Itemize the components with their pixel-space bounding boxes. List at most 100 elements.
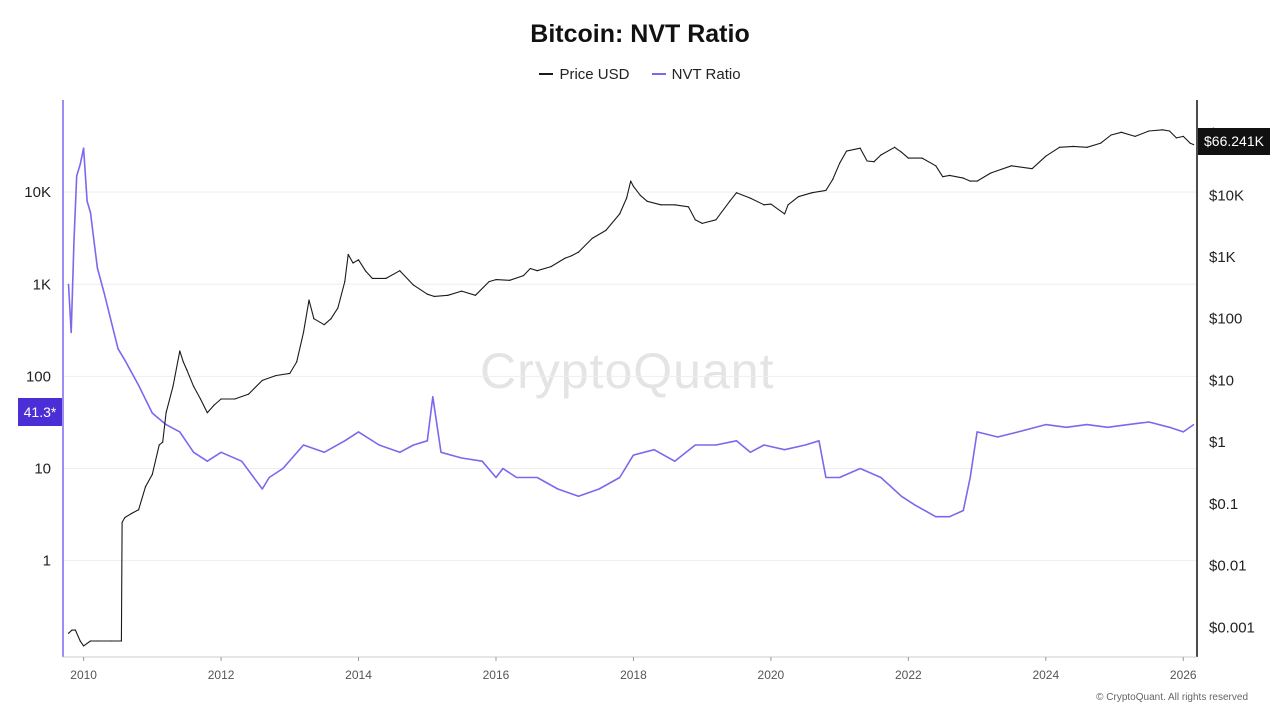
y-right-tick-label: $10 bbox=[1209, 372, 1234, 389]
price-usd-line-point bbox=[1162, 129, 1164, 131]
price-usd-line-point bbox=[220, 398, 222, 400]
nvt-ratio-line-point bbox=[1086, 423, 1088, 426]
nvt-ratio-line-point bbox=[674, 460, 676, 462]
nvt-ratio-line-point bbox=[357, 431, 360, 433]
price-usd-line-point bbox=[630, 180, 632, 182]
price-usd-line-point bbox=[74, 629, 76, 631]
y-right-tick-label: $100 bbox=[1209, 311, 1242, 328]
price-usd-line-point bbox=[399, 270, 401, 272]
nvt-ratio-line-point bbox=[151, 412, 153, 414]
price-usd-line-point bbox=[261, 379, 263, 382]
nvt-ratio-line-point bbox=[96, 267, 98, 269]
nvt-ratio-line-point bbox=[110, 320, 112, 322]
price-usd-line-point bbox=[1120, 131, 1122, 133]
price-usd-line-point bbox=[165, 412, 167, 414]
nvt-ratio-line-point bbox=[900, 495, 903, 497]
y-left-tick-label: 1 bbox=[43, 553, 51, 570]
price-usd-line-point bbox=[591, 237, 593, 240]
price-usd-line-point bbox=[570, 255, 573, 257]
price-usd-line-point bbox=[89, 640, 92, 642]
price-usd-line-point bbox=[162, 441, 164, 443]
nvt-series-layer bbox=[67, 147, 1195, 518]
nvt-ratio-line-point bbox=[93, 239, 95, 241]
nvt-ratio-line-point bbox=[83, 147, 85, 149]
price-usd-line-point bbox=[385, 277, 387, 280]
price-usd-line-point bbox=[619, 213, 621, 215]
price-usd-line-point bbox=[344, 280, 346, 283]
legend-item-nvt[interactable]: NVT Ratio bbox=[651, 65, 741, 83]
nvt-ratio-line-point bbox=[70, 331, 72, 334]
price-usd-line-point bbox=[124, 516, 126, 519]
price-usd-line-point bbox=[632, 185, 635, 187]
nvt-ratio-line-point bbox=[412, 444, 415, 446]
price-usd-line-point bbox=[199, 398, 202, 400]
price-usd-line-point bbox=[1134, 135, 1136, 138]
price-usd-line-point bbox=[646, 200, 648, 202]
price-usd-line-point bbox=[529, 267, 531, 270]
price-usd-line-point bbox=[1192, 144, 1195, 146]
price-usd-line-point bbox=[121, 521, 123, 524]
axis-layer bbox=[62, 100, 1198, 658]
price-usd-line-point bbox=[866, 160, 868, 162]
nvt-ratio-line-point bbox=[715, 444, 717, 446]
price-usd-line-point bbox=[289, 372, 291, 374]
nvt-ratio-line-point bbox=[378, 444, 380, 446]
price-usd-line-point bbox=[1110, 134, 1112, 136]
y-right-tick-label: $1 bbox=[1209, 434, 1226, 451]
nvt-ratio-line-point bbox=[89, 211, 92, 214]
price-usd-line-point bbox=[337, 307, 339, 309]
price-usd-line-point bbox=[962, 177, 964, 179]
price-usd-line-point bbox=[110, 640, 112, 642]
nvt-ratio-line-point bbox=[103, 292, 105, 294]
nvt-ratio-line-point bbox=[914, 504, 916, 506]
x-tick-label: 2020 bbox=[758, 668, 785, 682]
price-usd-line-point bbox=[701, 222, 703, 225]
nvt-ratio-line-point bbox=[124, 359, 126, 361]
nvt-ratio-line-point bbox=[784, 449, 786, 451]
y-right-tick-label: $1K bbox=[1209, 249, 1236, 266]
price-usd-line-point bbox=[735, 192, 738, 194]
nvt-ratio-line-point bbox=[426, 440, 428, 442]
nvt-ratio-line-point bbox=[653, 449, 655, 451]
price-usd-line-point bbox=[1031, 168, 1033, 170]
price-usd-line-point bbox=[969, 180, 971, 182]
nvt-ratio-line-point bbox=[962, 509, 964, 512]
price-usd-line-point bbox=[144, 486, 147, 488]
price-usd-line-point bbox=[179, 350, 181, 352]
price-usd-line-point bbox=[787, 204, 789, 206]
price-usd-line-point bbox=[900, 151, 903, 153]
price-usd-line-point bbox=[976, 180, 978, 182]
price-usd-line-point bbox=[770, 203, 772, 205]
price-usd-line-point bbox=[138, 509, 140, 511]
price-current-value-badge: $66.241K bbox=[1198, 128, 1270, 155]
legend-label-price: Price USD bbox=[559, 65, 630, 83]
nvt-ratio-line-point bbox=[632, 454, 635, 456]
price-usd-line-point bbox=[1175, 137, 1177, 139]
price-usd-line-point bbox=[1072, 145, 1074, 147]
nvt-ratio-line-point bbox=[1127, 423, 1129, 426]
price-usd-line-point bbox=[495, 279, 497, 281]
price-usd-line-point bbox=[302, 331, 305, 334]
y-left-tick-label: 10K bbox=[24, 184, 51, 201]
price-usd-line-point bbox=[942, 176, 944, 178]
legend-item-price[interactable]: Price USD bbox=[539, 66, 629, 83]
x-tick-label: 2010 bbox=[70, 668, 97, 682]
legend-swatch-nvt bbox=[651, 73, 666, 75]
price-usd-line-point bbox=[67, 632, 70, 634]
price-usd-line-point bbox=[313, 318, 315, 320]
nvt-ratio-line bbox=[67, 147, 1195, 518]
price-usd-line-point bbox=[213, 404, 215, 406]
x-tick-label: 2018 bbox=[620, 668, 647, 682]
legend-label-nvt: NVT Ratio bbox=[671, 65, 741, 83]
y-right-tick-label: $0.001 bbox=[1209, 619, 1255, 636]
price-usd-line-point bbox=[371, 277, 373, 280]
nvt-ratio-line-point bbox=[67, 283, 70, 285]
nvt-ratio-line-point bbox=[598, 488, 600, 490]
price-usd-line-point bbox=[186, 368, 188, 371]
nvt-ratio-line-point bbox=[976, 431, 978, 433]
price-usd-line-point bbox=[1189, 142, 1191, 144]
price-usd-line-point bbox=[182, 361, 184, 363]
price-usd-line-point bbox=[151, 473, 153, 476]
price-usd-line-point bbox=[509, 279, 511, 281]
price-usd-line-point bbox=[275, 374, 277, 377]
